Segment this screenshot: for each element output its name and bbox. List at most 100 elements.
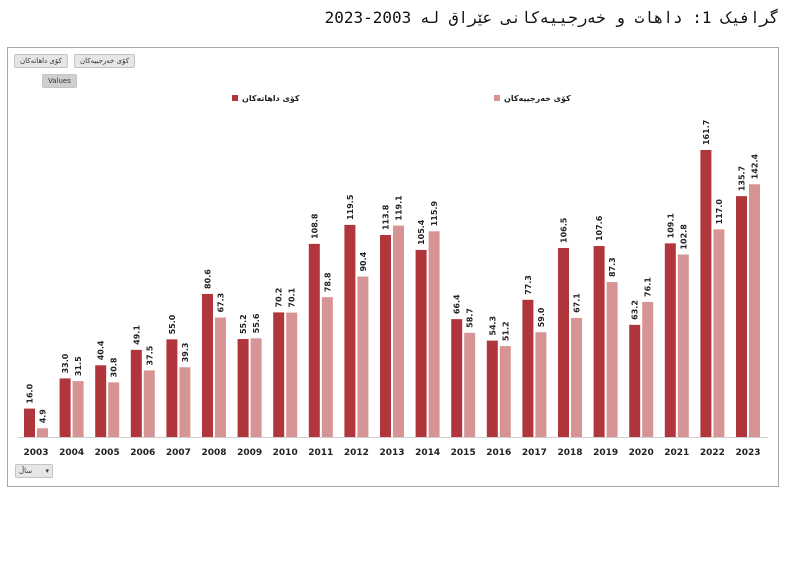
- bar: [593, 246, 605, 437]
- bar: [464, 332, 476, 437]
- data-label: 107.6: [595, 215, 604, 241]
- x-tick-label: 2005: [95, 448, 120, 458]
- data-label: 58.7: [466, 308, 475, 328]
- data-label: 80.6: [204, 269, 213, 289]
- data-label: 106.5: [560, 217, 569, 243]
- x-tick-label: 2003: [23, 448, 48, 458]
- data-label: 40.4: [97, 340, 106, 360]
- data-label: 108.8: [310, 213, 319, 239]
- x-tick-label: 2015: [451, 448, 476, 458]
- data-label: 142.4: [751, 154, 760, 180]
- bar: [95, 365, 107, 437]
- bar: [143, 370, 155, 437]
- bar: [522, 299, 534, 437]
- bar: [286, 312, 298, 437]
- legend-swatch: [494, 95, 500, 101]
- x-tick-label: 2020: [629, 448, 654, 458]
- bar: [535, 332, 547, 437]
- x-tick-label: 2017: [522, 448, 547, 458]
- bar: [415, 249, 427, 437]
- bar: [700, 150, 712, 437]
- data-label: 59.0: [537, 307, 546, 327]
- legend-label: کۆی داهاتەکان: [242, 94, 300, 103]
- x-tick-label: 2009: [237, 448, 262, 458]
- x-tick-label: 2018: [557, 448, 582, 458]
- bar: [664, 243, 676, 437]
- x-tick-label: 2008: [201, 448, 226, 458]
- x-tick-label: 2022: [700, 448, 725, 458]
- data-label: 77.3: [524, 275, 533, 295]
- bar: [380, 235, 391, 437]
- bar: [677, 254, 689, 437]
- data-label: 16.0: [26, 383, 35, 403]
- data-label: 78.8: [323, 272, 332, 292]
- bar: [357, 276, 369, 437]
- x-tick-label: 2013: [379, 448, 404, 458]
- bar: [321, 297, 333, 437]
- data-label: 67.1: [573, 293, 582, 313]
- bar: [202, 293, 213, 437]
- bar: [166, 339, 178, 437]
- data-label: 119.5: [346, 194, 355, 220]
- bar: [428, 231, 440, 437]
- data-label: 70.1: [288, 287, 297, 307]
- bar: [736, 196, 747, 437]
- data-label: 161.7: [702, 120, 711, 145]
- bar: [108, 382, 120, 437]
- bar: [558, 247, 569, 437]
- legend-label: کۆی خەرجییەکان: [504, 94, 571, 103]
- bar: [713, 229, 725, 437]
- data-label: 55.2: [239, 314, 248, 334]
- axis-field-label: ساڵ: [19, 467, 33, 475]
- data-label: 66.4: [453, 294, 462, 314]
- data-label: 37.5: [145, 345, 154, 365]
- x-tick-label: 2023: [735, 448, 760, 458]
- bar: [486, 340, 498, 437]
- data-label: 49.1: [132, 325, 141, 345]
- bar: [59, 378, 71, 437]
- x-tick-label: 2019: [593, 448, 618, 458]
- data-label: 30.8: [110, 357, 119, 377]
- data-label: 102.8: [679, 224, 688, 250]
- bar: [308, 243, 320, 437]
- x-tick-label: 2014: [415, 448, 440, 458]
- field-chip-expenditure[interactable]: کۆی خەرجییەکان: [74, 54, 136, 68]
- bar: [749, 184, 760, 437]
- bar: [72, 381, 84, 437]
- values-chip[interactable]: Values: [42, 74, 77, 88]
- chevron-down-icon: ▾: [45, 467, 49, 475]
- bar: [642, 301, 654, 437]
- data-label: 31.5: [74, 356, 83, 376]
- x-tick-label: 2011: [308, 448, 333, 458]
- x-tick-label: 2006: [130, 448, 155, 458]
- data-label: 39.3: [181, 342, 190, 362]
- legend-swatch: [232, 95, 238, 101]
- bar: [393, 225, 404, 437]
- bar: [571, 317, 582, 437]
- bar: [179, 367, 191, 437]
- data-label: 87.3: [608, 257, 617, 277]
- axis-field-button[interactable]: ساڵ ▾: [15, 464, 53, 478]
- x-tick-label: 2012: [344, 448, 369, 458]
- bar: [24, 408, 35, 437]
- data-label: 63.2: [631, 300, 640, 320]
- data-label: 105.4: [417, 219, 426, 245]
- data-label: 70.2: [275, 288, 284, 308]
- bar: [606, 282, 618, 437]
- bar: [273, 312, 285, 437]
- chart-title: گرافیک 1: داهات و خەرجییەکانی عێراق لە 2…: [324, 8, 779, 27]
- x-tick-label: 2021: [664, 448, 689, 458]
- data-label: 119.1: [395, 195, 404, 221]
- data-label: 76.1: [644, 277, 653, 297]
- x-tick-label: 2004: [59, 448, 84, 458]
- data-label: 67.3: [217, 293, 226, 313]
- data-label: 90.4: [359, 251, 368, 271]
- data-label: 109.1: [666, 213, 675, 239]
- bar: [250, 338, 262, 437]
- bar: [215, 317, 226, 437]
- bar: [629, 324, 641, 437]
- x-tick-label: 2010: [273, 448, 298, 458]
- data-label: 117.0: [715, 199, 724, 225]
- field-chip-revenue[interactable]: کۆی داهاتەکان: [14, 54, 68, 68]
